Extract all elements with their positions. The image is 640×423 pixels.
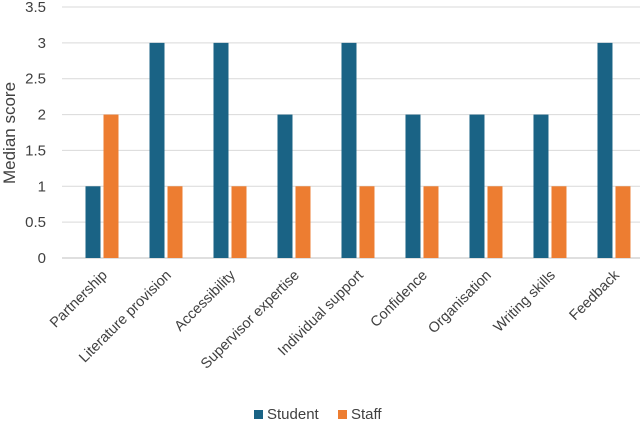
x-category-label: Writing skills [491,268,559,336]
y-tick-label: 1 [38,178,46,195]
y-tick-label: 0.5 [25,214,46,231]
y-tick-label: 0 [38,250,46,267]
legend-swatch-staff [338,410,347,419]
bar-student [469,114,485,258]
bar-staff [231,186,247,258]
x-category-label: Organisation [425,268,494,337]
bar-student [597,42,613,258]
x-category-label: Accessibility [172,267,240,335]
bar-student [85,186,101,258]
bar-staff [295,186,311,258]
x-category-label: Confidence [368,268,431,331]
bar-staff [487,186,503,258]
bar-student [405,114,421,258]
bar-staff [551,186,567,258]
legend-swatch-student [254,410,263,419]
bar-student [277,114,293,258]
legend: Student Staff [254,406,382,423]
bar-student [533,114,549,258]
bar-student [341,42,357,258]
y-tick-label: 2 [38,107,46,124]
bar-staff [359,186,375,258]
bars [85,42,631,258]
y-tick-label: 3.5 [25,0,46,16]
bar-staff [423,186,439,258]
bar-staff [103,114,119,258]
bar-staff [615,186,631,258]
bar-student [213,42,229,258]
bar-staff [167,186,183,258]
y-axis-ticks: 0 0.5 1 1.5 2 2.5 3 3.5 [25,0,46,267]
bar-student [149,42,165,258]
y-tick-label: 2.5 [25,71,46,88]
legend-label-staff: Staff [351,406,382,423]
y-tick-label: 1.5 [25,142,46,159]
y-tick-label: 3 [38,35,46,52]
legend-label-student: Student [267,406,320,423]
x-category-label: Feedback [566,267,623,324]
y-axis-title: Median score [0,82,19,184]
x-category-label: Partnership [47,268,111,332]
